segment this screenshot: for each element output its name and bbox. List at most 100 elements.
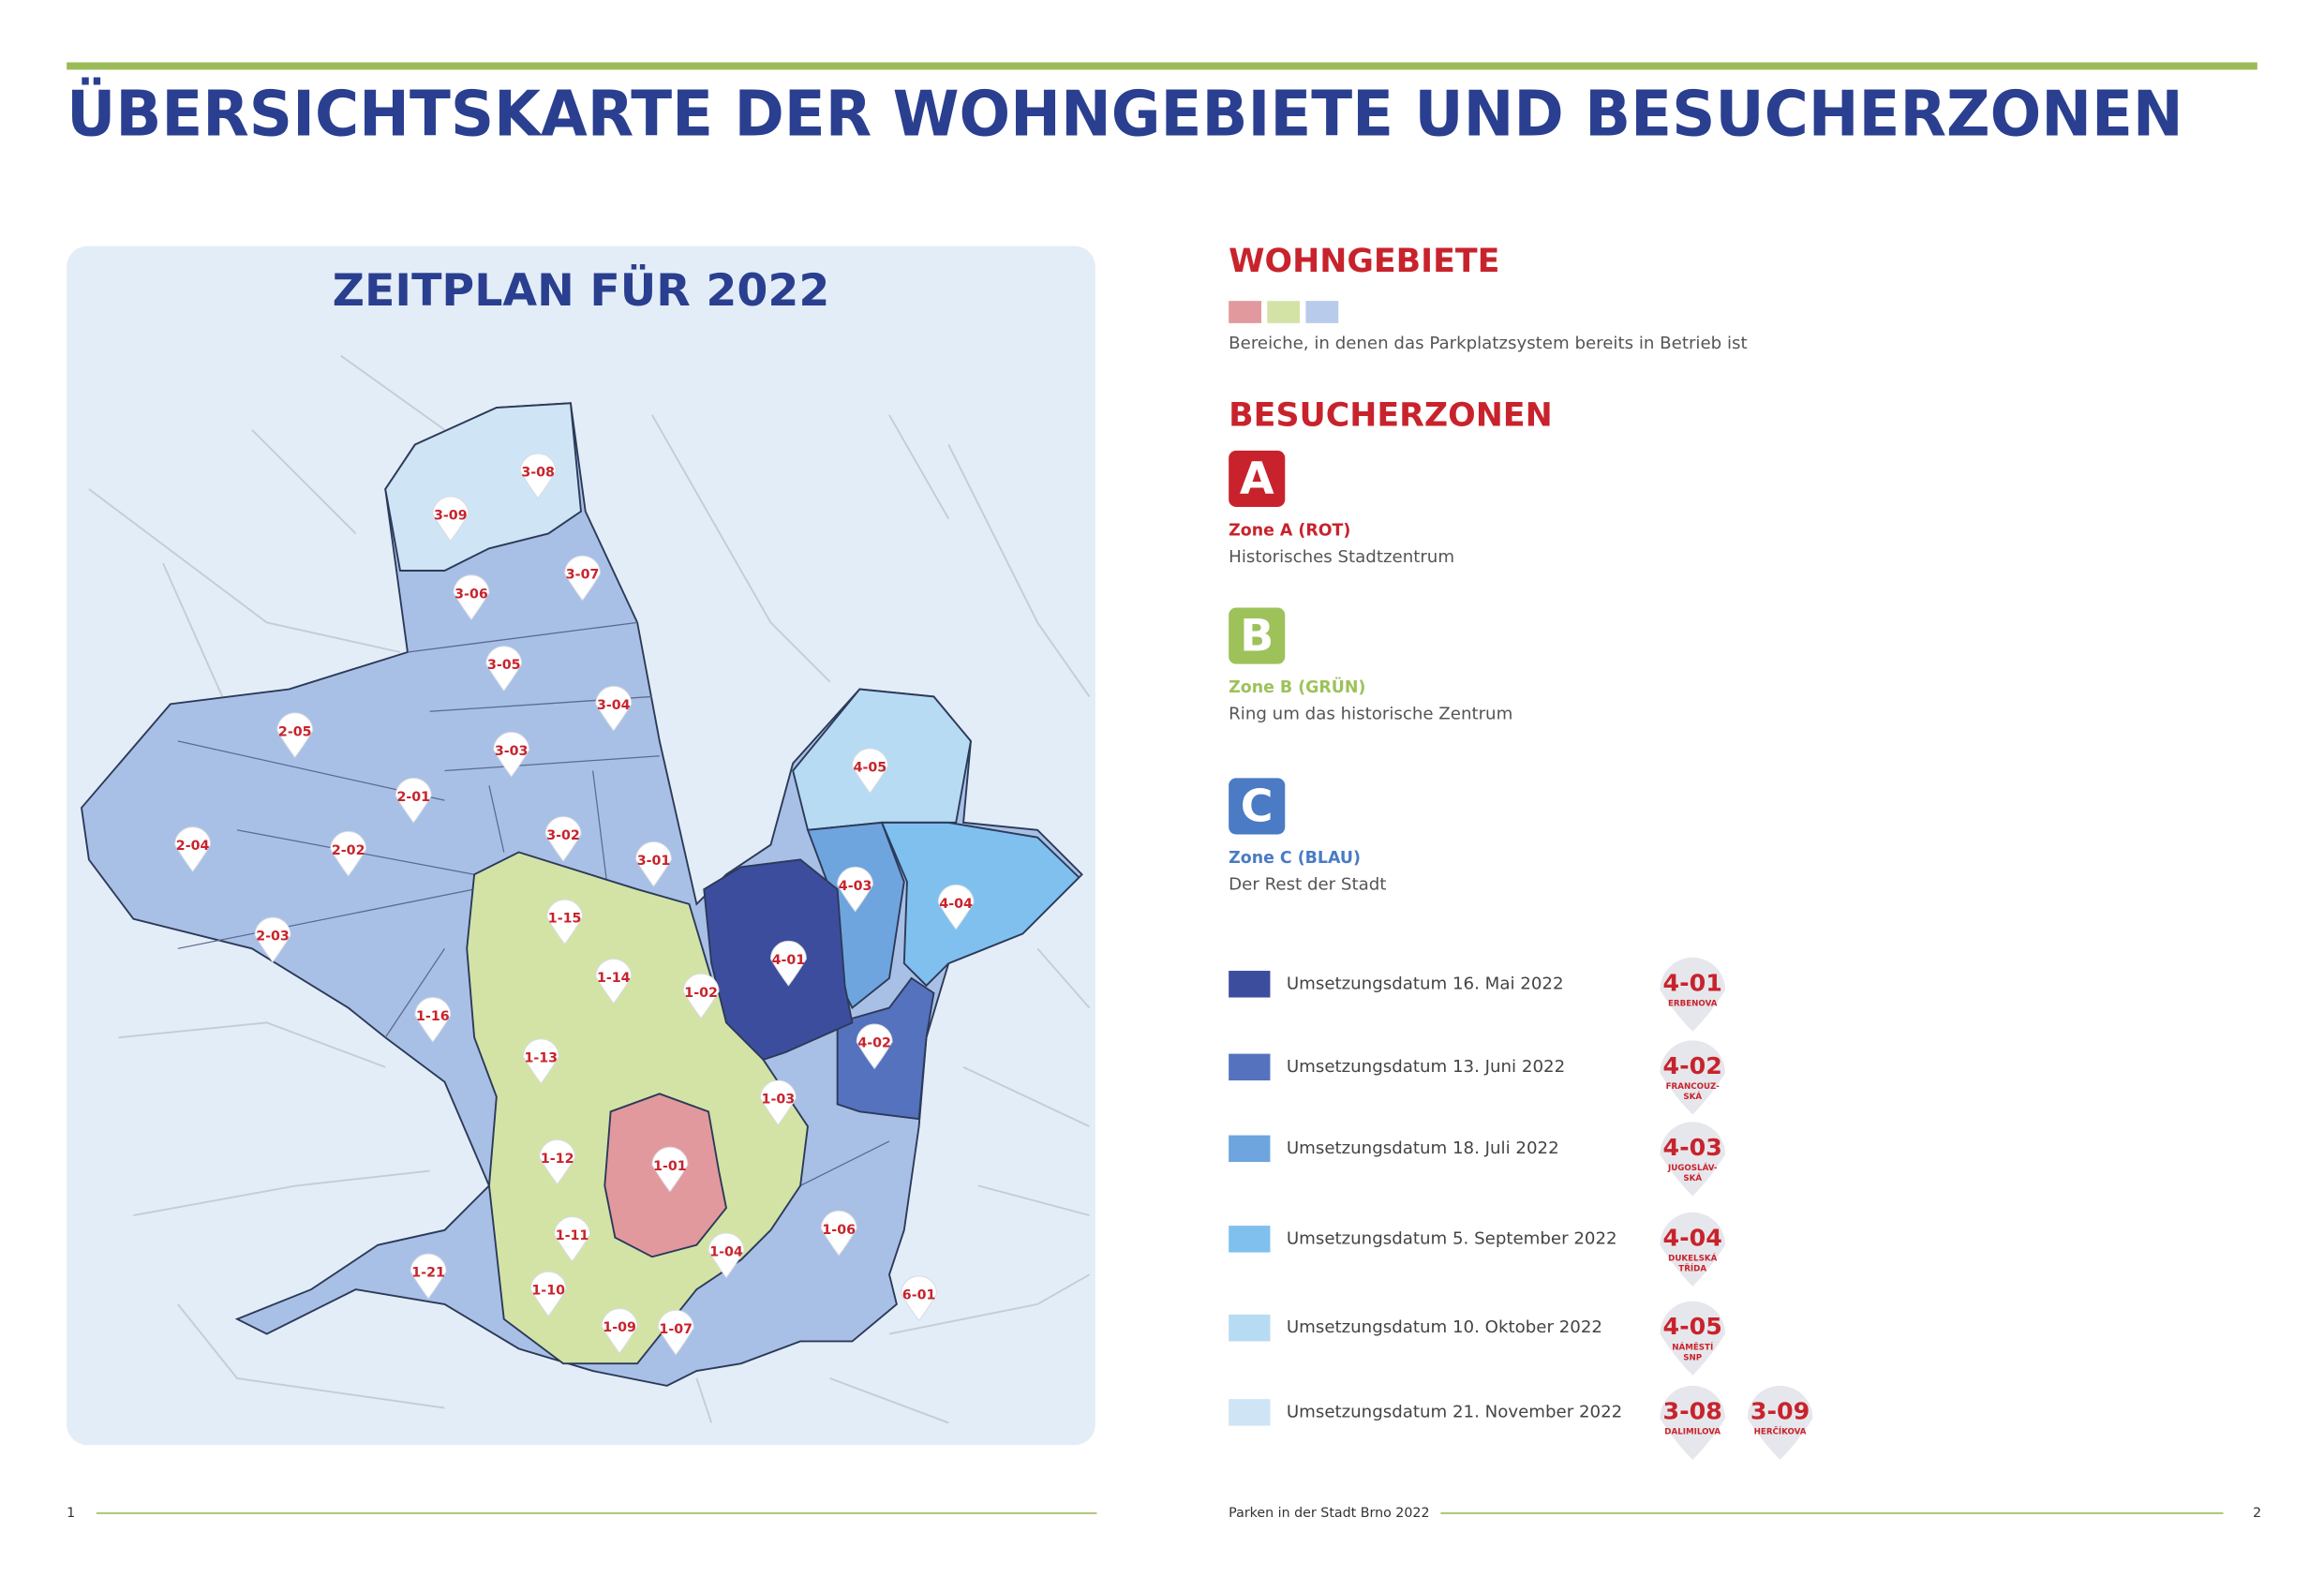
zone-letter: C bbox=[1241, 781, 1274, 833]
zone-marker: 3-08 bbox=[519, 453, 557, 499]
marker-code: 1-13 bbox=[524, 1050, 558, 1065]
marker-code: 1-15 bbox=[548, 912, 582, 927]
marker-pin bbox=[759, 1079, 797, 1126]
zone-marker: 1-06 bbox=[820, 1210, 857, 1257]
area-4-04 bbox=[880, 821, 1080, 988]
schedule-badge bbox=[1660, 957, 1726, 1032]
marker-pin bbox=[519, 453, 557, 499]
badge-name: TŘÍDA bbox=[1678, 1262, 1706, 1273]
zone-marker: 2-05 bbox=[276, 712, 314, 759]
zone-marker: 1-12 bbox=[539, 1138, 576, 1185]
badge-code: 4-04 bbox=[1663, 1224, 1722, 1251]
schedule-swatch bbox=[1229, 1053, 1271, 1081]
zone-marker: 1-15 bbox=[546, 899, 584, 945]
zone-badge bbox=[1229, 607, 1286, 664]
zone-marker: 1-02 bbox=[682, 973, 720, 1019]
badge-code: 3-08 bbox=[1663, 1397, 1722, 1424]
schedule-badge bbox=[1660, 1212, 1726, 1287]
zone-description: Der Rest der Stadt bbox=[1229, 874, 1386, 894]
zone-marker: 1-13 bbox=[522, 1038, 559, 1085]
zone-marker: 3-07 bbox=[564, 555, 602, 602]
zone-letter: B bbox=[1240, 611, 1274, 662]
marker-pin bbox=[410, 1253, 447, 1300]
schedule-badge bbox=[1660, 1385, 1726, 1460]
badge-code: 4-01 bbox=[1663, 969, 1722, 996]
marker-pin bbox=[254, 916, 291, 963]
marker-code: 3-07 bbox=[566, 568, 600, 583]
marker-code: 3-02 bbox=[546, 828, 580, 843]
badge-name: ERBENOVA bbox=[1668, 999, 1718, 1008]
residential-swatch bbox=[1305, 301, 1339, 323]
badge-code: 4-02 bbox=[1663, 1052, 1722, 1079]
area-3-08-3-09 bbox=[384, 402, 582, 572]
marker-code: 1-10 bbox=[531, 1284, 565, 1299]
zone-marker: 1-14 bbox=[595, 958, 633, 1004]
schedule-swatch bbox=[1229, 971, 1271, 998]
marker-pin bbox=[564, 555, 602, 602]
marker-pin bbox=[635, 841, 672, 887]
zone-marker: 4-04 bbox=[937, 884, 975, 930]
zone-marker: 1-21 bbox=[410, 1253, 447, 1300]
schedule-label: Umsetzungsdatum 13. Juni 2022 bbox=[1287, 1057, 1565, 1077]
marker-pin bbox=[820, 1210, 857, 1257]
zone-name: Zone C (BLAU) bbox=[1229, 849, 1361, 868]
schedule-badge bbox=[1660, 1301, 1726, 1376]
zone-marker: 1-10 bbox=[529, 1271, 567, 1317]
zone-marker: 3-09 bbox=[432, 496, 469, 543]
badge-name: DALIMILOVA bbox=[1664, 1427, 1721, 1436]
marker-code: 3-04 bbox=[597, 698, 631, 713]
marker-code: 4-05 bbox=[854, 760, 887, 775]
page-number: 2 bbox=[2253, 1506, 2261, 1521]
marker-code: 4-02 bbox=[857, 1036, 891, 1051]
zone-marker: 4-03 bbox=[837, 866, 874, 913]
marker-pin bbox=[856, 1023, 893, 1070]
marker-code: 1-07 bbox=[659, 1322, 693, 1337]
schedule-swatch bbox=[1229, 1226, 1271, 1253]
marker-pin bbox=[395, 778, 432, 824]
schedule-label: Umsetzungsdatum 21. November 2022 bbox=[1287, 1402, 1622, 1421]
schedule-swatch bbox=[1229, 1399, 1271, 1426]
marker-code: 2-04 bbox=[176, 839, 210, 854]
badge-name: HERČÍKOVA bbox=[1754, 1425, 1807, 1436]
zone-description: Historisches Stadtzentrum bbox=[1229, 547, 1454, 567]
badge-name: SNP bbox=[1683, 1353, 1703, 1362]
visitor-title: BESUCHERZONEN bbox=[1229, 397, 1553, 435]
marker-pin bbox=[937, 884, 975, 930]
zone-marker: 3-04 bbox=[595, 685, 633, 732]
zone-badge bbox=[1229, 450, 1286, 507]
zone-marker: 3-06 bbox=[453, 574, 490, 620]
marker-code: 6-01 bbox=[902, 1287, 936, 1302]
marker-code: 1-06 bbox=[822, 1223, 856, 1238]
schedule-label: Umsetzungsdatum 16. Mai 2022 bbox=[1287, 974, 1564, 993]
marker-pin bbox=[493, 732, 530, 778]
streets bbox=[88, 354, 1091, 1424]
page-number: 1 bbox=[67, 1506, 75, 1521]
badge-name: JUGOSLÁV- bbox=[1667, 1162, 1718, 1173]
residential-swatch bbox=[1267, 301, 1301, 323]
zone-marker: 2-04 bbox=[174, 826, 212, 872]
zone-name: Zone A (ROT) bbox=[1229, 521, 1350, 540]
zone-marker: 2-03 bbox=[254, 916, 291, 963]
schedule-swatch bbox=[1229, 1314, 1271, 1342]
schedule-swatch bbox=[1229, 1135, 1271, 1163]
marker-pin bbox=[769, 941, 807, 987]
zone-marker: 2-01 bbox=[395, 778, 432, 824]
marker-code: 3-08 bbox=[521, 466, 555, 481]
marker-code: 4-04 bbox=[939, 897, 973, 912]
zone-marker: 1-16 bbox=[414, 997, 452, 1043]
schedule-label: Umsetzungsdatum 18. Juli 2022 bbox=[1287, 1138, 1559, 1158]
zone-marker: 4-01 bbox=[769, 941, 807, 987]
marker-pin bbox=[485, 646, 523, 692]
marker-pin bbox=[851, 748, 888, 795]
marker-code: 2-05 bbox=[278, 724, 312, 739]
marker-pin bbox=[682, 973, 720, 1019]
badge-name: NÁMĚSTÍ bbox=[1672, 1341, 1713, 1352]
zone-marker: 3-02 bbox=[544, 816, 582, 862]
zone-marker: 3-01 bbox=[635, 841, 672, 887]
zone-description: Ring um das historische Zentrum bbox=[1229, 704, 1512, 723]
marker-pin bbox=[276, 712, 314, 759]
badge-code: 3-09 bbox=[1750, 1397, 1810, 1424]
zone-marker: 1-04 bbox=[708, 1232, 745, 1279]
marker-code: 1-04 bbox=[709, 1245, 743, 1260]
